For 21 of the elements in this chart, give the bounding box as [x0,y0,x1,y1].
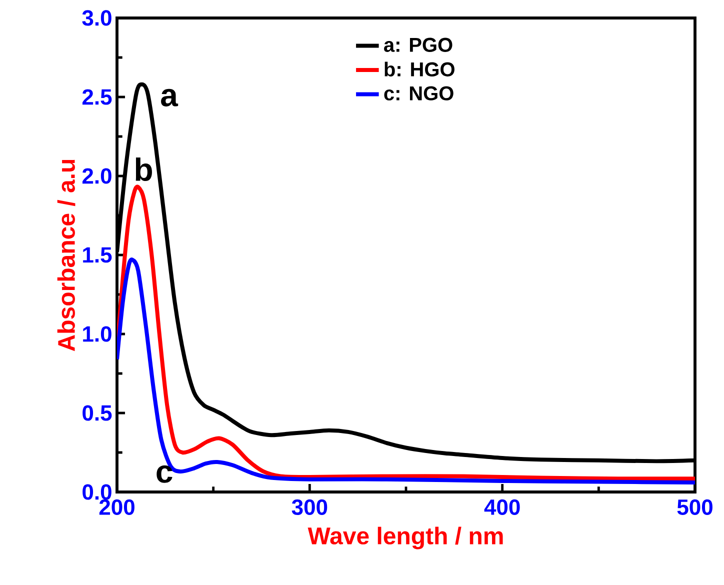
x-tick-label: 400 [484,499,520,515]
annotation: c [156,465,172,483]
y-tick-label: 0.0 [82,484,112,500]
y-tick-label: 2.0 [82,168,112,184]
line-series [117,185,696,481]
y-tick-label: 2.5 [82,89,112,105]
line-series [117,258,696,485]
legend-label: c: NGO [384,86,454,100]
legend-label: a: PGO [384,38,452,52]
x-tick-label: 200 [99,499,134,515]
y-tick-label: 1.0 [83,326,112,342]
y-tick-label: 1.5 [83,247,112,263]
x-tick-label: 300 [292,499,328,515]
x-tick-label: 500 [677,499,712,515]
y-tick-label: 3.0 [82,10,112,26]
y-axis-title: Absorbance / a.u [57,160,76,352]
annotation: b [136,158,152,182]
y-tick-label: 0.5 [82,405,112,421]
annotation: a [161,88,178,106]
legend-label: b: HGO [384,62,454,76]
x-axis-title: Wave length / nm [308,526,503,550]
